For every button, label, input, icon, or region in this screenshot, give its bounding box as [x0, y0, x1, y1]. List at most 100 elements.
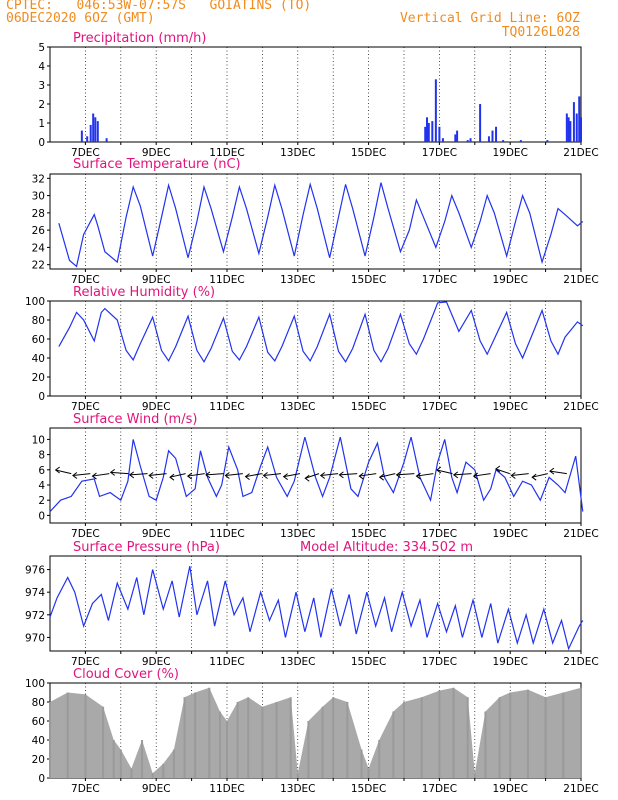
- precip-bar: [580, 117, 582, 142]
- cloud-bar: [296, 773, 299, 778]
- panel-rh: Relative Humidity (%) 7DEC 9DEC 11DEC 13DEC 1…: [25, 285, 599, 413]
- wind-vector: [149, 473, 167, 476]
- x-tick-label: 21DEC: [563, 274, 598, 286]
- wind-vector: [245, 473, 262, 478]
- wind-vector-head: [282, 473, 288, 481]
- wind-vector: [379, 473, 396, 478]
- x-tick-label: 11DEC: [209, 401, 244, 413]
- x-tick-label: 19DEC: [492, 783, 527, 795]
- x-tick-label: 9DEC: [142, 783, 171, 795]
- wind-vector: [55, 469, 72, 475]
- x-tick-label: 19DEC: [492, 528, 527, 540]
- precip-bar: [92, 113, 95, 142]
- press-line: [49, 566, 584, 651]
- y-tick-label: 26: [32, 225, 46, 237]
- y-tick-label: 10: [32, 434, 45, 446]
- cloud-bar: [392, 711, 395, 778]
- precip-bar: [491, 130, 494, 142]
- precip-bar: [89, 124, 92, 142]
- y-tick-label: 0: [38, 510, 45, 522]
- wind-vector-head: [319, 472, 326, 479]
- precip-bar: [495, 126, 498, 142]
- precip-bar: [519, 140, 522, 142]
- wind-vector-head: [109, 468, 115, 476]
- cloud-bar: [247, 697, 250, 778]
- y-tick-label: 60: [32, 716, 45, 728]
- wind-vector-head: [205, 471, 211, 479]
- cloud-bar: [473, 773, 476, 778]
- cloud-bar: [346, 702, 349, 778]
- wind-vector-head: [510, 472, 516, 479]
- precip-bar: [578, 96, 581, 142]
- cloud-bar: [378, 740, 381, 778]
- cloud-bar: [162, 763, 165, 778]
- cloud-bar: [236, 702, 239, 778]
- y-tick-label: 24: [32, 242, 46, 254]
- panel-frame: [49, 427, 582, 524]
- precip-bar: [466, 140, 469, 142]
- wind-vector-head: [91, 472, 97, 480]
- cloud-bar: [526, 689, 529, 778]
- x-tick-label: 15DEC: [351, 147, 386, 159]
- panel-cloud: Cloud Cover (%) 7DEC 9DEC 11DEC 13DEC 15DEC 17…: [25, 667, 599, 795]
- cloud-bar: [84, 694, 87, 778]
- wind-vector-head: [262, 472, 268, 479]
- wind-vector: [532, 473, 548, 478]
- wind-vector: [205, 473, 224, 476]
- cloud-bar: [218, 711, 221, 778]
- precip-bar: [454, 134, 457, 142]
- x-tick-label: 17DEC: [422, 528, 457, 540]
- wind-vector-head: [186, 472, 193, 480]
- y-tick-label: 80: [32, 697, 45, 709]
- cloud-bar: [307, 721, 310, 778]
- precip-bar: [479, 104, 482, 142]
- precip-bar: [96, 121, 99, 142]
- product-code: TQ0126L028: [501, 25, 580, 40]
- wind-vector-head: [452, 471, 459, 479]
- wind-vector-head: [495, 465, 501, 473]
- y-tick-label: 3: [38, 80, 45, 92]
- panel-frame: [49, 300, 582, 397]
- cloud-bar: [66, 692, 69, 778]
- precip-bar: [431, 121, 434, 142]
- precip-bar: [469, 138, 472, 142]
- wind-vector-head: [128, 471, 135, 479]
- station-header: CPTEC: 046:53W-07:57S GOIATINS (TO): [6, 0, 312, 13]
- cloud-bar: [119, 749, 122, 778]
- wind-vector: [511, 473, 529, 476]
- wind-vector-head: [244, 473, 250, 481]
- x-tick-label: 21DEC: [563, 656, 598, 668]
- x-tick-label: 11DEC: [209, 274, 244, 286]
- x-tick-label: 7DEC: [71, 528, 100, 540]
- cloud-bar: [544, 697, 547, 778]
- wind-vector: [359, 473, 377, 477]
- x-tick-label: 13DEC: [280, 401, 315, 413]
- x-tick-label: 15DEC: [351, 528, 386, 540]
- y-tick-label: 4: [38, 480, 45, 492]
- wind-vector: [436, 469, 453, 475]
- y-tick-label: 40: [32, 353, 45, 365]
- y-tick-label: 0: [38, 137, 45, 149]
- x-tick-label: 9DEC: [142, 656, 171, 668]
- y-tick-label: 2: [38, 99, 45, 111]
- x-tick-label: 13DEC: [280, 783, 315, 795]
- wind-vector: [169, 473, 186, 478]
- wind-vector-head: [169, 473, 175, 481]
- x-tick-label: 17DEC: [422, 656, 457, 668]
- wind-vector-head: [549, 467, 555, 475]
- precip-bar: [80, 130, 83, 142]
- cloud-bar: [102, 706, 105, 778]
- y-tick-label: 972: [25, 610, 45, 622]
- wind-vector-head: [436, 466, 442, 474]
- panel-wind: Surface Wind (m/s) 7DEC 9DEC 11DEC 13DEC 15DE…: [32, 412, 599, 540]
- grid-line-note: Vertical Grid Line: 6OZ: [399, 11, 580, 26]
- x-tick-label: 13DEC: [280, 528, 315, 540]
- wind-line: [49, 436, 584, 513]
- y-tick-label: 60: [32, 334, 45, 346]
- precip-bar: [426, 117, 429, 142]
- x-tick-label: 7DEC: [71, 656, 100, 668]
- x-tick-label: 11DEC: [209, 783, 244, 795]
- panel-title: Precipitation (mm/h): [73, 31, 206, 46]
- x-tick-label: 11DEC: [209, 656, 244, 668]
- precip-bar: [569, 121, 572, 142]
